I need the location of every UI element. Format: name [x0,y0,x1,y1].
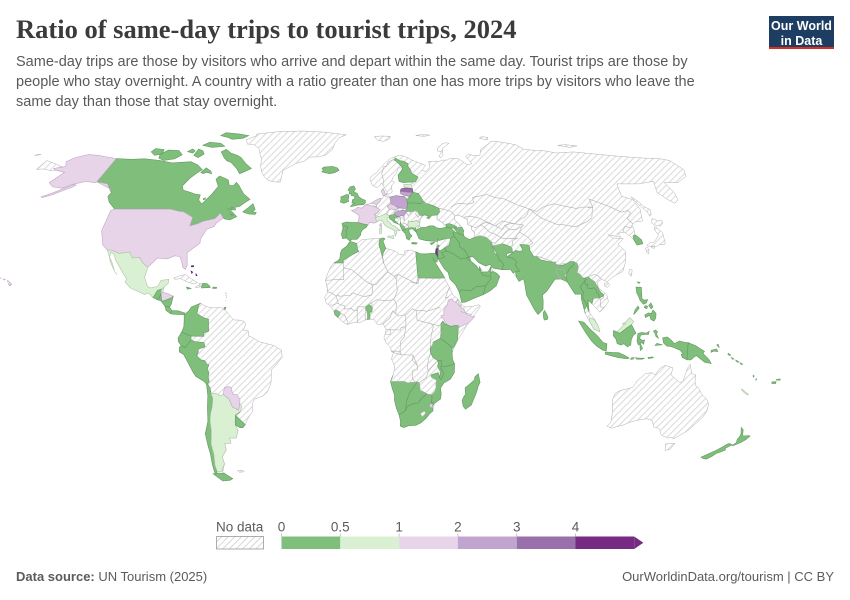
svg-text:3: 3 [513,520,521,535]
svg-text:2: 2 [454,520,462,535]
svg-text:4: 4 [572,520,580,535]
svg-text:1: 1 [395,520,403,535]
svg-text:No data: No data [216,520,264,535]
svg-text:0: 0 [278,520,286,535]
svg-text:0.5: 0.5 [331,520,350,535]
